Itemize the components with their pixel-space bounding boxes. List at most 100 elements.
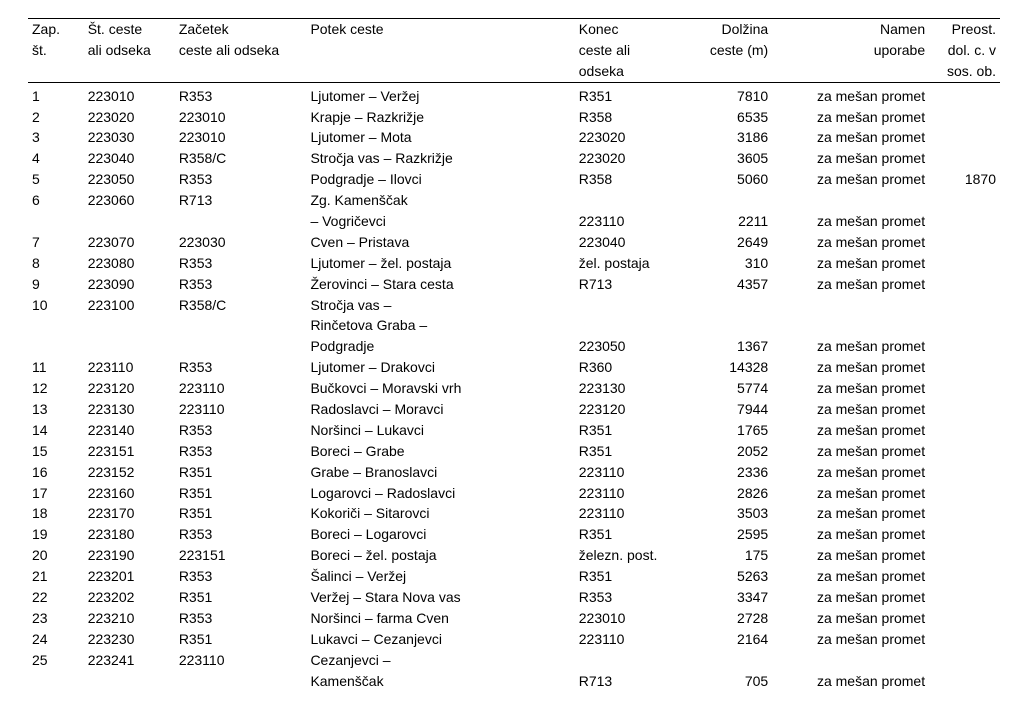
cell-len: 1765 (691, 420, 772, 441)
cell-end: 223110 (575, 211, 691, 232)
cell-end: 223020 (575, 148, 691, 169)
cell-code: 223180 (84, 524, 175, 545)
cell-use: za mešan promet (772, 629, 929, 650)
cell-route: Kamenščak (306, 671, 574, 692)
table-row: 17223160R351Logarovci – Radoslavci223110… (28, 483, 1000, 504)
cell-zap (28, 671, 84, 692)
cell-code (84, 336, 175, 357)
cell-route: Cven – Pristava (306, 232, 574, 253)
table-row: 9223090R353Žerovinci – Stara cestaR71343… (28, 274, 1000, 295)
cell-len: 2728 (691, 608, 772, 629)
cell-code: 223050 (84, 169, 175, 190)
cell-start: R351 (175, 587, 307, 608)
cell-route: Šalinci – Veržej (306, 566, 574, 587)
cell-start: 223110 (175, 650, 307, 671)
col-rem-3: sos. ob. (929, 61, 1000, 82)
cell-use: za mešan promet (772, 127, 929, 148)
table-row: 25223241223110Cezanjevci – (28, 650, 1000, 671)
cell-end (575, 315, 691, 336)
cell-zap: 22 (28, 587, 84, 608)
cell-rem (929, 127, 1000, 148)
cell-len: 2164 (691, 629, 772, 650)
cell-code: 223160 (84, 483, 175, 504)
cell-rem (929, 295, 1000, 316)
cell-route: Žerovinci – Stara cesta (306, 274, 574, 295)
cell-len: 2211 (691, 211, 772, 232)
cell-len: 3503 (691, 503, 772, 524)
cell-code: 223040 (84, 148, 175, 169)
cell-start: R353 (175, 82, 307, 106)
col-end: Konec (575, 19, 691, 40)
cell-start: R358/C (175, 295, 307, 316)
cell-end: R351 (575, 82, 691, 106)
table-row: 16223152R351Grabe – Branoslavci223110233… (28, 462, 1000, 483)
cell-len: 705 (691, 671, 772, 692)
cell-end (575, 190, 691, 211)
col-start-2: ceste ali odseka (175, 40, 307, 61)
cell-len: 2052 (691, 441, 772, 462)
cell-route: Grabe – Branoslavci (306, 462, 574, 483)
col-route: Potek ceste (306, 19, 574, 40)
cell-use: za mešan promet (772, 82, 929, 106)
cell-end: 223120 (575, 399, 691, 420)
cell-start: 223010 (175, 127, 307, 148)
col-route-3 (306, 61, 574, 82)
col-zap-2: št. (28, 40, 84, 61)
cell-use: za mešan promet (772, 420, 929, 441)
table-body: 1223010R353Ljutomer – VeržejR3517810za m… (28, 82, 1000, 691)
cell-code: 223151 (84, 441, 175, 462)
cell-len: 175 (691, 545, 772, 566)
cell-end: 223050 (575, 336, 691, 357)
cell-zap: 5 (28, 169, 84, 190)
cell-use: za mešan promet (772, 107, 929, 128)
cell-len: 3605 (691, 148, 772, 169)
cell-route: – Vogričevci (306, 211, 574, 232)
cell-rem (929, 587, 1000, 608)
cell-len: 7944 (691, 399, 772, 420)
cell-code: 223210 (84, 608, 175, 629)
cell-len: 310 (691, 253, 772, 274)
cell-end: R351 (575, 566, 691, 587)
cell-rem (929, 545, 1000, 566)
cell-zap: 25 (28, 650, 84, 671)
cell-use: za mešan promet (772, 336, 929, 357)
table-row: 6223060R713Zg. Kamenščak (28, 190, 1000, 211)
cell-zap: 14 (28, 420, 84, 441)
cell-rem (929, 420, 1000, 441)
cell-route: Krapje – Razkrižje (306, 107, 574, 128)
cell-use: za mešan promet (772, 253, 929, 274)
cell-len: 5774 (691, 378, 772, 399)
cell-end: R351 (575, 441, 691, 462)
cell-len: 2826 (691, 483, 772, 504)
table-row: 23223210R353Noršinci – farma Cven2230102… (28, 608, 1000, 629)
cell-end: 223110 (575, 483, 691, 504)
cell-zap: 12 (28, 378, 84, 399)
table-row: 10223100R358/CStročja vas – (28, 295, 1000, 316)
cell-code: 223070 (84, 232, 175, 253)
col-zap-3 (28, 61, 84, 82)
cell-route: Boreci – Grabe (306, 441, 574, 462)
cell-rem (929, 148, 1000, 169)
cell-start: R353 (175, 566, 307, 587)
roads-table: Zap. Št. ceste Začetek Potek ceste Konec… (28, 18, 1000, 692)
col-end-3: odseka (575, 61, 691, 82)
cell-rem (929, 399, 1000, 420)
cell-route: Ljutomer – Drakovci (306, 357, 574, 378)
cell-len: 3347 (691, 587, 772, 608)
cell-zap (28, 211, 84, 232)
cell-end: železn. post. (575, 545, 691, 566)
cell-end: R351 (575, 524, 691, 545)
cell-end: R360 (575, 357, 691, 378)
col-code-3 (84, 61, 175, 82)
table-row: 2223020223010Krapje – RazkrižjeR3586535z… (28, 107, 1000, 128)
cell-rem (929, 82, 1000, 106)
col-start: Začetek (175, 19, 307, 40)
table-row: 4223040R358/CStročja vas – Razkrižje2230… (28, 148, 1000, 169)
cell-end: žel. postaja (575, 253, 691, 274)
cell-use: za mešan promet (772, 608, 929, 629)
cell-start: R353 (175, 253, 307, 274)
cell-use: za mešan promet (772, 524, 929, 545)
cell-end (575, 295, 691, 316)
cell-route: Podgradje – Ilovci (306, 169, 574, 190)
cell-len (691, 190, 772, 211)
